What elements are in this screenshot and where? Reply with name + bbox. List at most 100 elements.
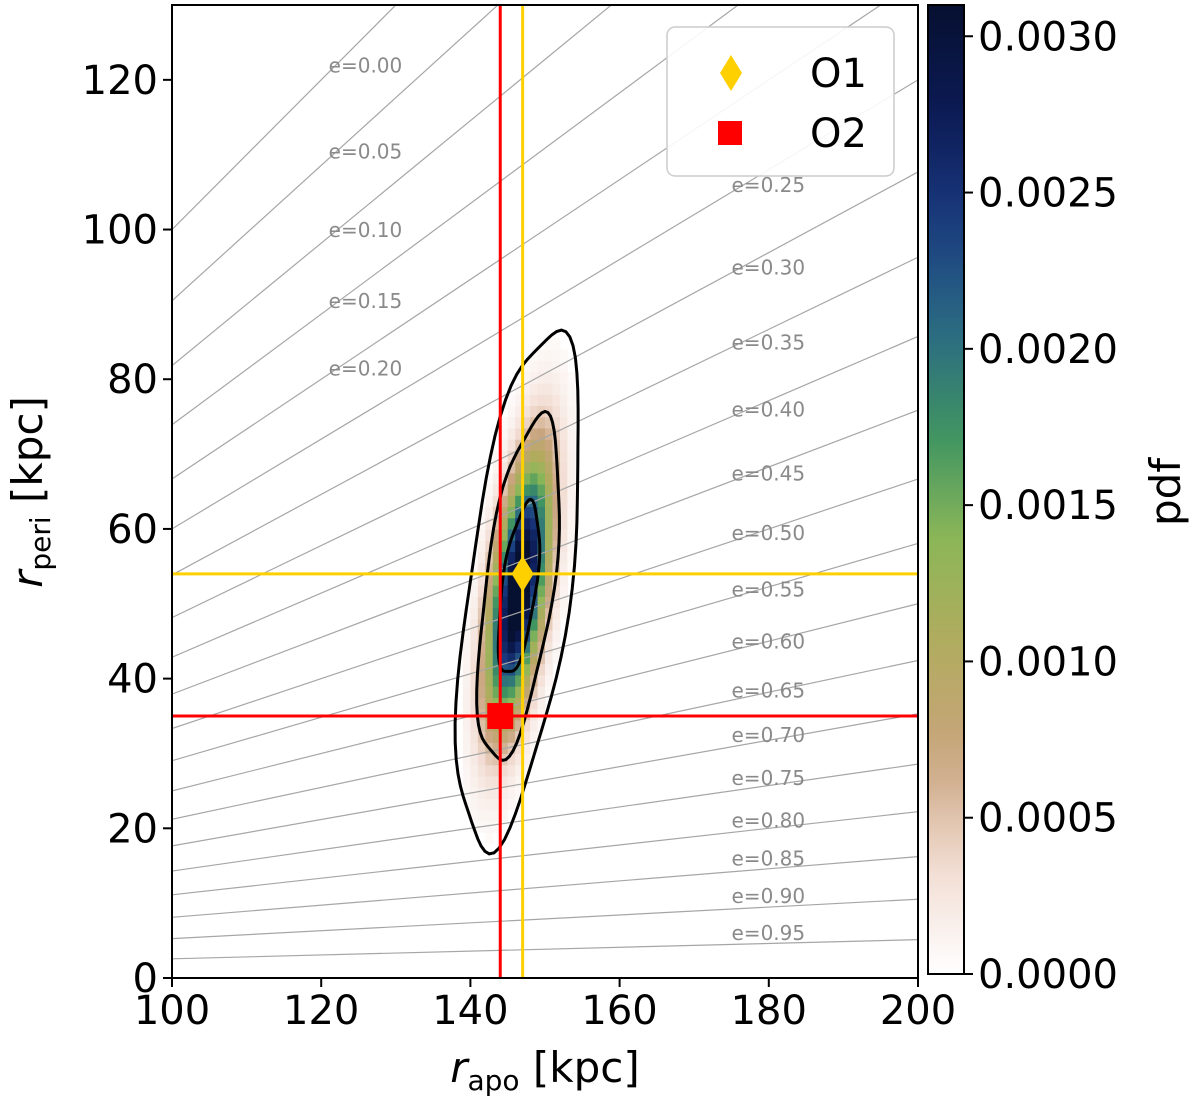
heatmap-cell [492,787,501,799]
heatmap-cell [522,506,531,519]
heatmap-cell [477,573,486,586]
heatmap-cell [522,394,531,407]
heatmap-cell [507,775,516,788]
heatmap-cell [552,405,561,418]
heatmap-cell [485,618,494,631]
heatmap-cell [507,484,516,496]
x-tick-label: 120 [283,988,359,1034]
heatmap-cell [477,742,486,755]
heatmap-cell [559,382,568,395]
eccentricity-lines [172,5,918,960]
heatmap-cell [470,618,479,631]
y-tick-label: 20 [107,806,158,852]
x-axis-label-main: r [450,1043,470,1092]
heatmap-cell [515,540,524,552]
eccentricity-label: e=0.05 [329,139,403,163]
heatmap-cell [559,416,568,429]
heatmap-cell [522,484,531,496]
y-axis-label-main: r [3,568,52,588]
heatmap-cell [507,607,516,620]
heatmap-cell [515,629,524,642]
heatmap-cell [470,663,479,676]
heatmap-cell [485,506,494,519]
heatmap-cell [559,472,568,485]
heatmap-cell [500,663,509,676]
heatmap-cell [477,775,486,788]
heatmap-cell [545,528,554,541]
heatmap-cell [552,371,561,384]
heatmap-cell [515,663,524,676]
heatmap-cell [507,629,516,642]
heatmap-cell [522,697,531,710]
heatmap-cell [537,528,546,541]
heatmap-cell [530,439,539,451]
heatmap-cell [485,484,494,496]
heatmap-cell [537,394,546,407]
heatmap-cell [462,764,471,777]
y-tick-label: 60 [107,507,158,553]
colorbar: 0.0000 0.0005 0.0010 0.0015 0.0020 0.0025 0.00… [927,4,1190,998]
heatmap-cell [492,461,501,474]
heatmap-cell [537,663,546,676]
heatmap-cell [492,495,501,508]
heatmap-cell [530,517,539,530]
heatmap-cell [545,472,554,485]
heatmap-cell [522,742,531,755]
heatmap-cell [477,562,486,575]
heatmap-cell [559,394,568,407]
heatmap-cell [470,607,479,620]
heatmap-cell [552,495,561,508]
heatmap-cell [500,775,509,788]
heatmap-cell [485,528,494,541]
heatmap-cell [500,607,509,620]
heatmap-cell [537,472,546,485]
heatmap-cell [522,663,531,676]
eccentricity-label: e=0.65 [732,678,806,702]
heatmap-cell [537,495,546,508]
heatmap-cell [507,742,516,755]
heatmap-cell [485,540,494,552]
heatmap-cell [552,596,561,609]
heatmap-cell [515,618,524,631]
heatmap-cell [522,719,531,732]
heatmap-cell [477,596,486,609]
heatmap-cell [537,506,546,519]
heatmap-cell [515,719,524,732]
heatmap-cell [507,663,516,676]
heatmap-cell [530,618,539,631]
heatmap-cell [537,427,546,440]
heatmap-cell [567,495,576,508]
heatmap-cell [485,832,494,844]
heatmap-cell [515,551,524,564]
heatmap-cell [552,652,561,665]
heatmap-cell [470,596,479,609]
heatmap-cell [470,697,479,710]
heatmap-cell [515,439,524,451]
marker-O1-diamond-icon [511,555,534,592]
heatmap-cell [515,472,524,485]
heatmap-cell [492,674,501,687]
heatmap-cell [522,551,531,564]
heatmap-cell [559,450,568,463]
heatmap-cell [492,540,501,552]
heatmap-cell [559,517,568,530]
heatmap-cell [485,731,494,743]
heatmap-cell [492,472,501,485]
heatmap-cell [537,573,546,586]
colorbar-gradient [927,4,965,975]
eccentricity-line-e=0.80 [172,811,918,896]
heatmap-cell [545,360,554,373]
heatmap-cell [552,618,561,631]
heatmap-cell [522,585,531,597]
heatmap-cell [552,382,561,395]
heatmap-cell [462,753,471,766]
heatmap-cell [470,562,479,575]
heatmap-cell [530,540,539,552]
y-tick-label: 80 [107,357,158,403]
heatmap-cell [552,484,561,496]
heatmap-cell [567,461,576,474]
legend: O1 O2 [666,26,895,177]
heatmap-cell [470,686,479,698]
heatmap-cell [522,731,531,743]
